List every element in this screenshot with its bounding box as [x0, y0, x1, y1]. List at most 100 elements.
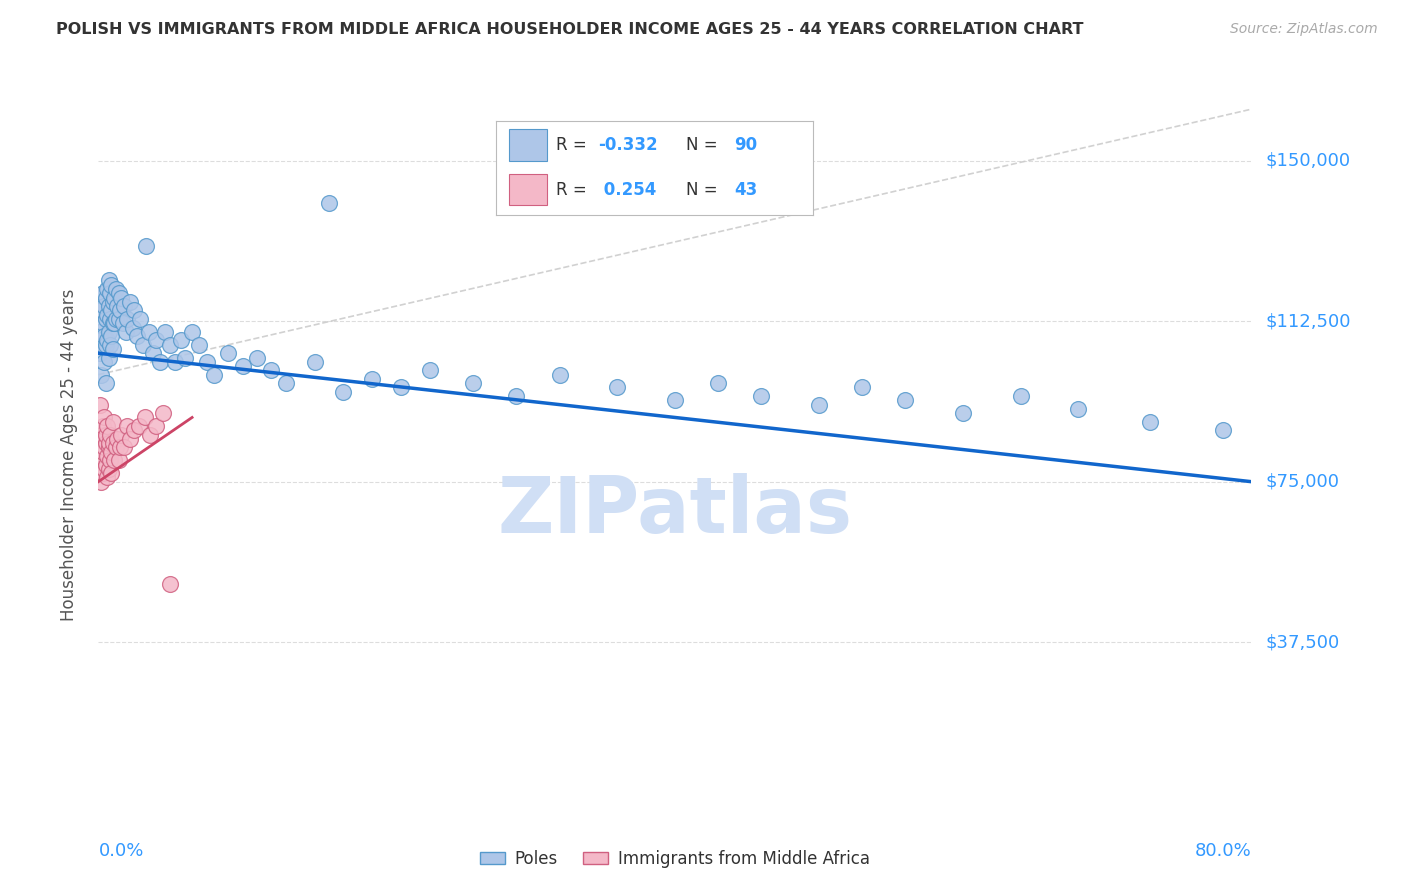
- Point: [89, 325, 111, 339]
- Point: [104, 282, 127, 296]
- Text: POLISH VS IMMIGRANTS FROM MIDDLE AFRICA HOUSEHOLDER INCOME AGES 25 - 44 YEARS CO: POLISH VS IMMIGRANTS FROM MIDDLE AFRICA …: [56, 22, 1084, 37]
- Point: [117, 419, 138, 434]
- Point: [101, 415, 124, 429]
- Point: [96, 449, 118, 463]
- Point: [96, 334, 118, 348]
- Point: [98, 453, 121, 467]
- Point: [1212, 423, 1234, 437]
- Point: [100, 444, 122, 458]
- Point: [952, 406, 974, 420]
- Point: [104, 441, 127, 455]
- Point: [135, 239, 157, 253]
- Y-axis label: Householder Income Ages 25 - 44 years: Householder Income Ages 25 - 44 years: [59, 289, 77, 621]
- Text: $37,500: $37,500: [1265, 633, 1340, 651]
- Point: [149, 355, 172, 369]
- Point: [93, 410, 115, 425]
- Point: [96, 282, 118, 296]
- Point: [152, 406, 174, 420]
- Point: [108, 441, 131, 455]
- Point: [159, 337, 181, 351]
- Point: [94, 458, 117, 472]
- Point: [98, 286, 121, 301]
- Point: [101, 294, 124, 309]
- Point: [94, 376, 117, 391]
- Point: [107, 286, 129, 301]
- Point: [94, 291, 117, 305]
- Point: [107, 312, 129, 326]
- Point: [101, 436, 124, 450]
- Point: [134, 410, 156, 425]
- Point: [120, 432, 142, 446]
- Point: [124, 423, 146, 437]
- Point: [145, 334, 167, 348]
- Point: [122, 320, 145, 334]
- Point: [91, 466, 114, 480]
- Point: [505, 389, 527, 403]
- Point: [93, 355, 115, 369]
- Point: [93, 299, 115, 313]
- Point: [120, 294, 142, 309]
- Point: [246, 351, 269, 365]
- Point: [114, 325, 136, 339]
- Point: [100, 303, 122, 318]
- Point: [1067, 401, 1090, 416]
- Point: [188, 337, 211, 351]
- Point: [108, 303, 131, 318]
- Point: [93, 329, 115, 343]
- Point: [96, 419, 118, 434]
- Point: [231, 359, 254, 373]
- Point: [89, 462, 111, 476]
- Text: $112,500: $112,500: [1265, 312, 1351, 330]
- Text: $75,000: $75,000: [1265, 473, 1340, 491]
- Point: [90, 453, 112, 467]
- Point: [100, 466, 122, 480]
- Point: [163, 355, 186, 369]
- Point: [90, 303, 112, 318]
- Point: [94, 436, 117, 450]
- Point: [89, 346, 111, 360]
- Point: [127, 329, 149, 343]
- Point: [96, 308, 118, 322]
- Point: [138, 325, 160, 339]
- Point: [129, 312, 152, 326]
- Point: [90, 475, 112, 489]
- Point: [1010, 389, 1032, 403]
- Point: [94, 337, 117, 351]
- Point: [217, 346, 239, 360]
- Point: [103, 453, 125, 467]
- Point: [361, 372, 384, 386]
- Point: [101, 342, 124, 356]
- Point: [117, 312, 138, 326]
- Point: [461, 376, 484, 391]
- Point: [89, 432, 111, 446]
- Legend: Poles, Immigrants from Middle Africa: Poles, Immigrants from Middle Africa: [472, 843, 877, 874]
- Text: ZIPatlas: ZIPatlas: [498, 473, 852, 549]
- Point: [97, 325, 120, 339]
- Point: [100, 329, 122, 343]
- Point: [91, 337, 114, 351]
- Point: [98, 312, 121, 326]
- Point: [105, 432, 128, 446]
- Point: [169, 334, 191, 348]
- Point: [707, 376, 730, 391]
- Point: [332, 384, 354, 399]
- Point: [101, 316, 124, 330]
- Point: [260, 363, 283, 377]
- Point: [419, 363, 441, 377]
- Point: [90, 427, 112, 442]
- Point: [91, 316, 114, 330]
- Point: [90, 334, 112, 348]
- Point: [664, 393, 686, 408]
- Point: [94, 427, 117, 442]
- Point: [97, 299, 120, 313]
- Point: [181, 325, 204, 339]
- Point: [851, 380, 873, 394]
- Point: [112, 441, 135, 455]
- Point: [304, 355, 326, 369]
- Point: [103, 291, 125, 305]
- Point: [111, 316, 134, 330]
- Point: [132, 337, 155, 351]
- Point: [90, 368, 112, 382]
- Point: [159, 577, 181, 591]
- Point: [110, 291, 132, 305]
